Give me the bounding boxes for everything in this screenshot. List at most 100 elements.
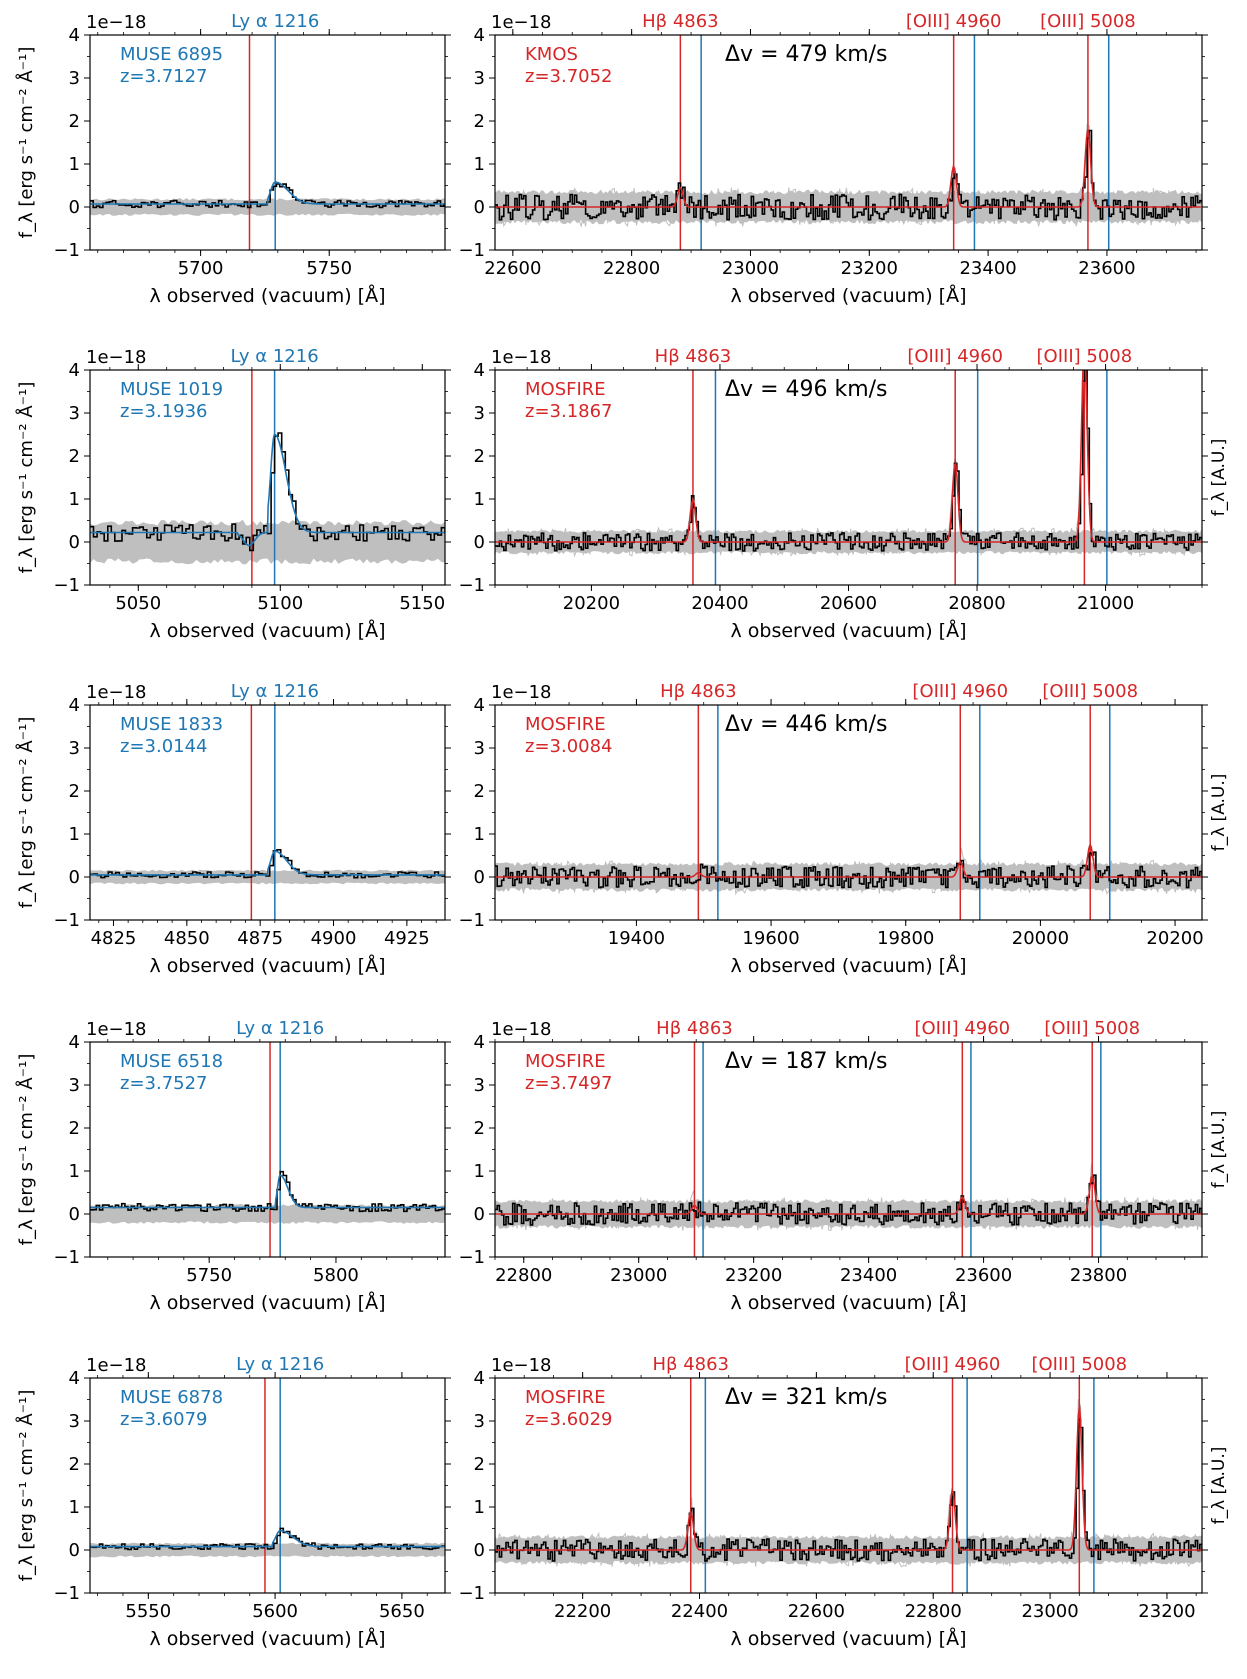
- x-axis-label: λ observed (vacuum) [Å]: [149, 954, 385, 977]
- x-tick-label: 23200: [725, 1265, 782, 1286]
- y-tick-label: −1: [458, 240, 485, 261]
- y-tick-label: 1: [69, 489, 80, 510]
- y-axis-label-right: f_λ [A.U.]: [1209, 1447, 1229, 1525]
- redshift-label: z=3.0144: [120, 736, 208, 757]
- x-tick-label: 23000: [722, 258, 779, 279]
- model-fit-line: [90, 433, 445, 547]
- y-tick-label: 3: [69, 1411, 80, 1432]
- instrument-label: MUSE 6878: [120, 1387, 223, 1408]
- x-tick-label: 19600: [742, 928, 799, 949]
- oiii-4960-label: [OIII] 4960: [907, 346, 1003, 367]
- y-axis-label: f_λ [erg s⁻¹ cm⁻² Å⁻¹]: [15, 382, 37, 574]
- y-tick-label: −1: [53, 575, 80, 596]
- x-tick-label: 5150: [399, 593, 445, 614]
- x-tick-label: 5800: [313, 1265, 359, 1286]
- offset-text: 1e−18: [86, 1019, 147, 1040]
- offset-text: 1e−18: [491, 1019, 552, 1040]
- instrument-label: MOSFIRE: [525, 379, 606, 400]
- y-tick-label: −1: [53, 1583, 80, 1604]
- offset-text: 1e−18: [86, 1355, 147, 1376]
- delta-v-label: Δv = 187 km/s: [725, 1049, 888, 1074]
- y-tick-label: 3: [474, 738, 485, 759]
- y-tick-label: −1: [458, 1247, 485, 1268]
- x-tick-label: 22600: [788, 1601, 845, 1622]
- y-tick-label: 4: [69, 695, 80, 716]
- redshift-label: z=3.7497: [525, 1073, 613, 1094]
- redshift-label: z=3.6079: [120, 1409, 208, 1430]
- model-fit-line: [495, 1406, 1202, 1551]
- y-tick-label: 3: [69, 738, 80, 759]
- offset-text: 1e−18: [491, 12, 552, 33]
- panel-1-right: 22600 22800 23000 23200 23400 23600 −1 0 1 2 3 4 1e−…: [458, 11, 1208, 307]
- y-tick-label: 4: [474, 695, 485, 716]
- y-tick-label: 1: [474, 824, 485, 845]
- y-tick-label: 2: [474, 1118, 485, 1139]
- y-tick-label: 2: [474, 446, 485, 467]
- y-tick-label: 1: [69, 1161, 80, 1182]
- y-tick-label: 2: [69, 446, 80, 467]
- y-axis-label: f_λ [erg s⁻¹ cm⁻² Å⁻¹]: [15, 1390, 37, 1582]
- y-tick-label: 1: [69, 154, 80, 175]
- observed-spectrum: [495, 851, 1202, 889]
- offset-text: 1e−18: [86, 347, 147, 368]
- hbeta-label: Hβ 4863: [655, 346, 732, 367]
- y-tick-label: 4: [474, 1368, 485, 1389]
- oiii-5008-label: [OIII] 5008: [1044, 1018, 1140, 1039]
- hbeta-label: Hβ 4863: [660, 681, 737, 702]
- y-tick-label: −1: [458, 575, 485, 596]
- x-tick-label: 5550: [125, 1601, 171, 1622]
- y-tick-label: 2: [474, 781, 485, 802]
- y-tick-label: −1: [458, 1583, 485, 1604]
- y-tick-label: 2: [69, 1454, 80, 1475]
- oiii-5008-label: [OIII] 5008: [1040, 11, 1136, 32]
- panel-4-left: 5750 5800 −1 0 1 2 3 4 1e−18 λ observed (vacuum) …: [15, 1018, 451, 1314]
- y-tick-label: 3: [69, 403, 80, 424]
- x-tick-label: 4875: [237, 928, 283, 949]
- panel-2-left: 5050 5100 5150 −1 0 1 2 3 4 1e−18 λ observed (vacu…: [15, 346, 451, 642]
- model-fit-line: [495, 842, 1202, 878]
- y-tick-label: 4: [474, 360, 485, 381]
- y-tick-label: 3: [474, 1075, 485, 1096]
- delta-v-label: Δv = 446 km/s: [725, 712, 888, 737]
- y-tick-label: 4: [69, 1032, 80, 1053]
- oiii-4960-label: [OIII] 4960: [905, 1354, 1001, 1375]
- observed-spectrum: [90, 432, 445, 552]
- y-tick-label: 4: [474, 25, 485, 46]
- redshift-label: z=3.7527: [120, 1073, 208, 1094]
- plot-area: [90, 35, 445, 250]
- x-axis-label: λ observed (vacuum) [Å]: [149, 1291, 385, 1314]
- y-tick-label: 3: [69, 1075, 80, 1096]
- x-axis-label: λ observed (vacuum) [Å]: [730, 954, 966, 977]
- delta-v-label: Δv = 479 km/s: [725, 42, 888, 67]
- y-tick-label: 0: [474, 1204, 485, 1225]
- x-tick-label: 19800: [877, 928, 934, 949]
- x-tick-label: 20800: [948, 593, 1005, 614]
- hbeta-label: Hβ 4863: [656, 1018, 733, 1039]
- x-axis-label: λ observed (vacuum) [Å]: [730, 284, 966, 307]
- x-tick-label: 5650: [379, 1601, 425, 1622]
- hbeta-label: Hβ 4863: [652, 1354, 729, 1375]
- redshift-label: z=3.1867: [525, 401, 613, 422]
- model-fit-line: [495, 1173, 1202, 1215]
- plot-area: [495, 1042, 1202, 1257]
- x-axis-label: λ observed (vacuum) [Å]: [149, 284, 385, 307]
- x-tick-label: 23200: [1138, 1601, 1195, 1622]
- y-tick-label: 0: [69, 197, 80, 218]
- panel-3-right: 19400 19600 19800 20000 20200 −1 0 1 2 3 4 1e−18 λ o…: [458, 681, 1229, 977]
- delta-v-label: Δv = 496 km/s: [725, 377, 888, 402]
- y-tick-label: 0: [474, 532, 485, 553]
- plot-area: [495, 1378, 1202, 1593]
- observed-spectrum: [495, 370, 1202, 552]
- observed-spectrum: [90, 183, 445, 209]
- model-fit-line: [90, 1529, 445, 1548]
- y-tick-label: 1: [474, 1497, 485, 1518]
- oiii-5008-label: [OIII] 5008: [1037, 346, 1133, 367]
- instrument-label: MOSFIRE: [525, 1051, 606, 1072]
- oiii-4960-label: [OIII] 4960: [906, 11, 1002, 32]
- instrument-label: MUSE 6518: [120, 1051, 223, 1072]
- y-tick-label: 4: [69, 25, 80, 46]
- y-axis-label: f_λ [erg s⁻¹ cm⁻² Å⁻¹]: [15, 47, 37, 239]
- redshift-label: z=3.7052: [525, 66, 613, 87]
- plot-area: [90, 1042, 445, 1257]
- x-tick-label: 22600: [484, 258, 541, 279]
